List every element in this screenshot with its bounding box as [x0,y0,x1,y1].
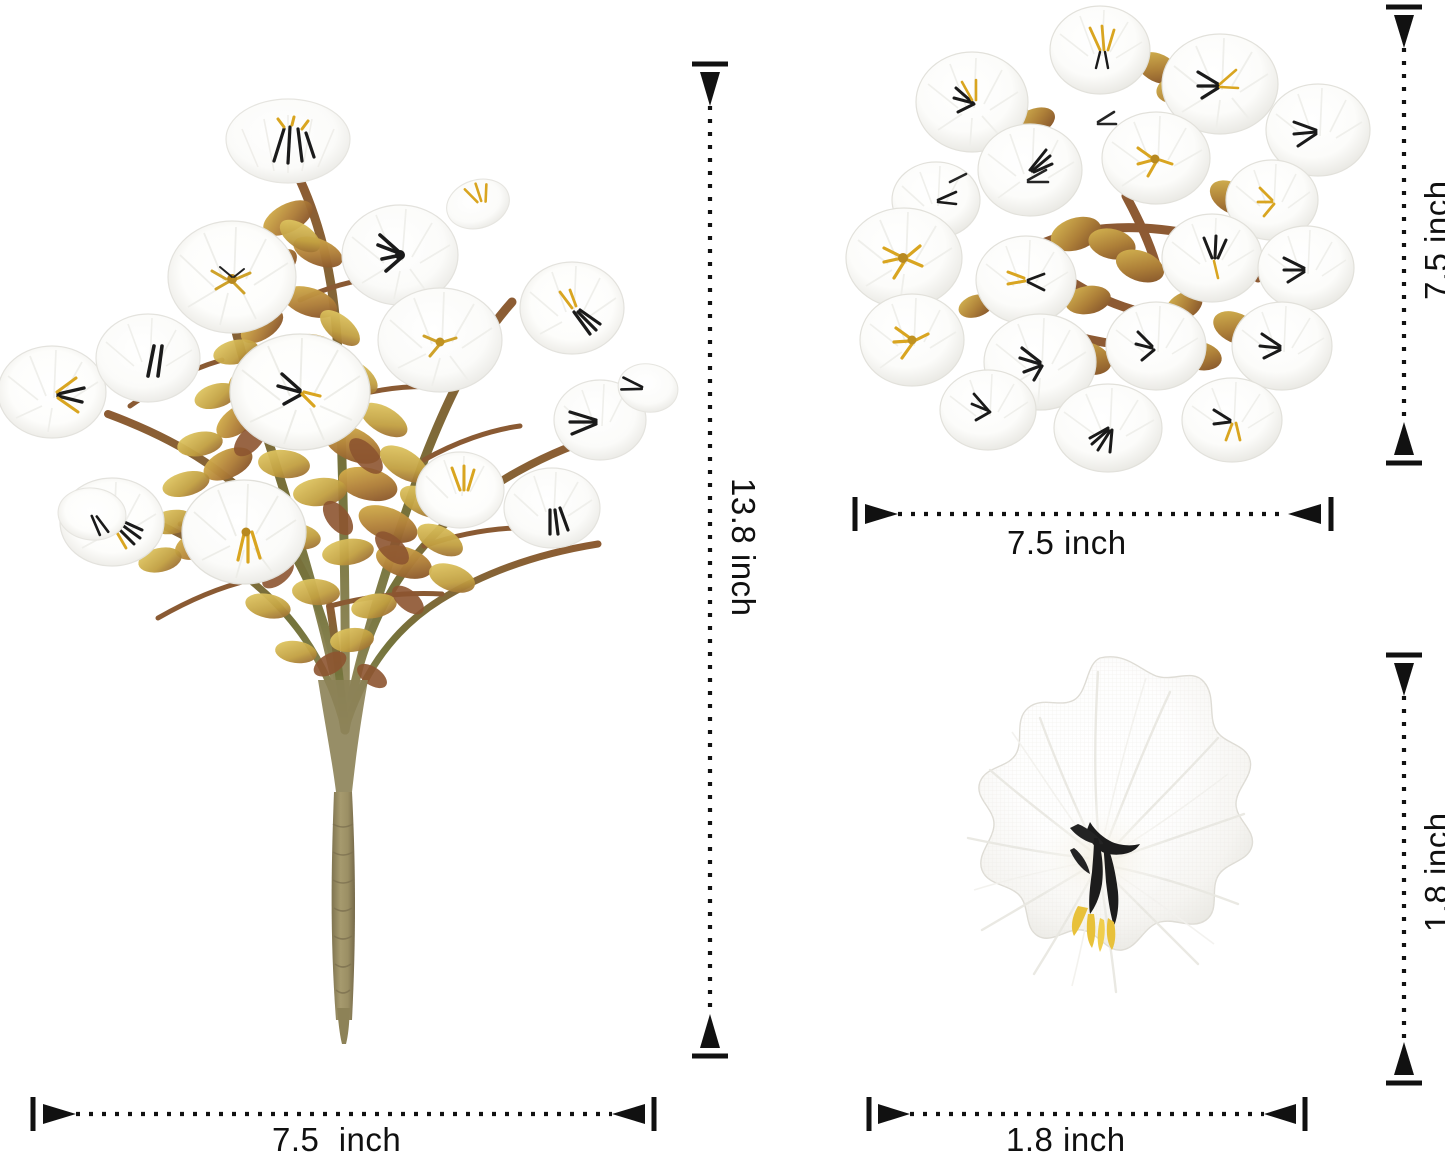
dimension-line-flower-height [1385,652,1423,1086]
blossom [95,313,201,403]
dimension-label-bush-width: 7.5 inch [272,1121,402,1158]
blossom [181,479,307,585]
blossom [225,98,351,184]
dimension-line-flower-width [866,1096,1308,1132]
dimension-label-flower-width: 1.8 inch [1006,1121,1126,1158]
stamen-cluster [1070,822,1140,952]
blossom [57,487,127,541]
single-flower-illustration [966,656,1254,994]
dimension-label-bush-height: 13.8 inch [725,478,762,617]
dimension-label-cluster-height: 7.5 inch [1418,180,1445,300]
blossom [167,220,297,334]
bush-illustration [0,98,679,1044]
blossom [617,363,679,413]
cluster-top-view [840,5,1371,480]
cluster-illustration [845,5,1371,473]
single-flower-closeup [860,640,1340,1090]
flower-group [0,98,679,585]
handle [331,792,355,1044]
petal-body [966,656,1254,994]
blossom [519,261,625,355]
dimension-line-bush-width [30,1096,658,1132]
blossom [0,345,107,439]
main-bush-front-view [0,40,690,1050]
blossom [446,178,510,230]
blossom [415,451,505,529]
dimension-line-cluster-width [852,496,1334,532]
dimension-line-bush-height [690,60,730,1060]
blossom [503,467,601,549]
blossom [377,287,503,393]
stem-bundle [318,680,368,1044]
cluster-blossoms [845,5,1371,473]
dimension-label-flower-height: 1.8 inch [1418,812,1445,932]
blossom [341,204,459,306]
dimension-line-cluster-height [1385,4,1423,466]
dimension-label-cluster-width: 7.5 inch [1007,524,1127,561]
blossom [229,333,371,451]
